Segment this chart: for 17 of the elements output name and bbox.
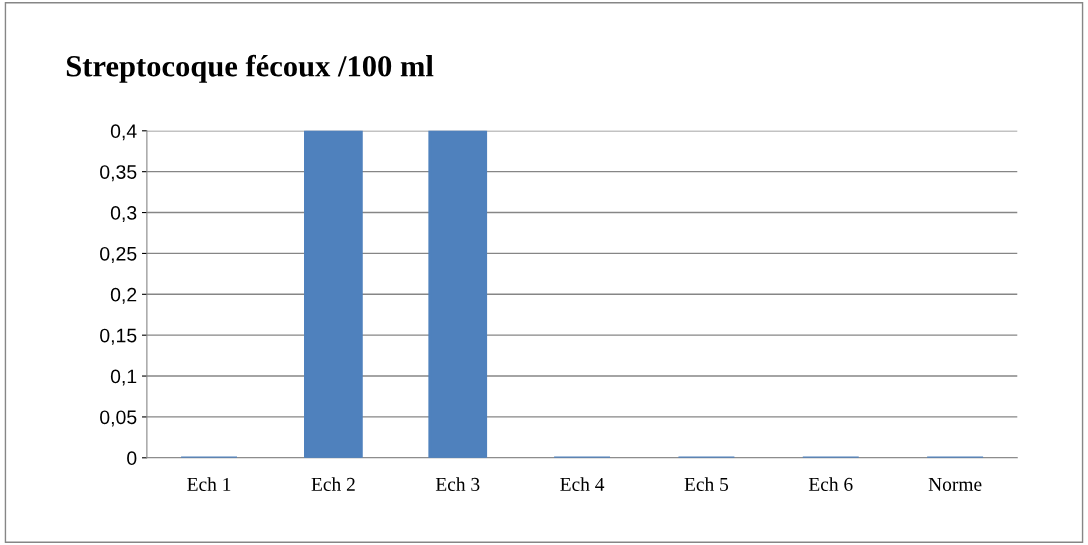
x-tick-label: Ech 3	[435, 477, 480, 491]
y-tick-label: 0,3	[110, 206, 137, 223]
y-tick-label: 0,25	[100, 246, 137, 263]
y-tick-label: 0,1	[110, 369, 137, 386]
x-tick-label: Ech 6	[808, 477, 853, 491]
y-tick-label: 0,35	[100, 165, 137, 182]
y-tick-label: 0,05	[100, 410, 137, 427]
y-tick-label: 0,15	[100, 328, 137, 345]
x-tick-label: Ech 4	[560, 477, 605, 491]
chart-title: Streptocoque fécoux /100 ml	[66, 54, 434, 83]
y-tick-label: 0,4	[110, 124, 137, 141]
y-tick-label: 0	[127, 451, 137, 466]
y-tick-label: 0,2	[110, 287, 137, 304]
x-tick-label: Ech 5	[684, 477, 729, 491]
x-tick-label: Ech 1	[187, 477, 231, 491]
x-tick-label: Norme	[928, 478, 982, 491]
x-tick-label: Ech 2	[311, 477, 355, 491]
